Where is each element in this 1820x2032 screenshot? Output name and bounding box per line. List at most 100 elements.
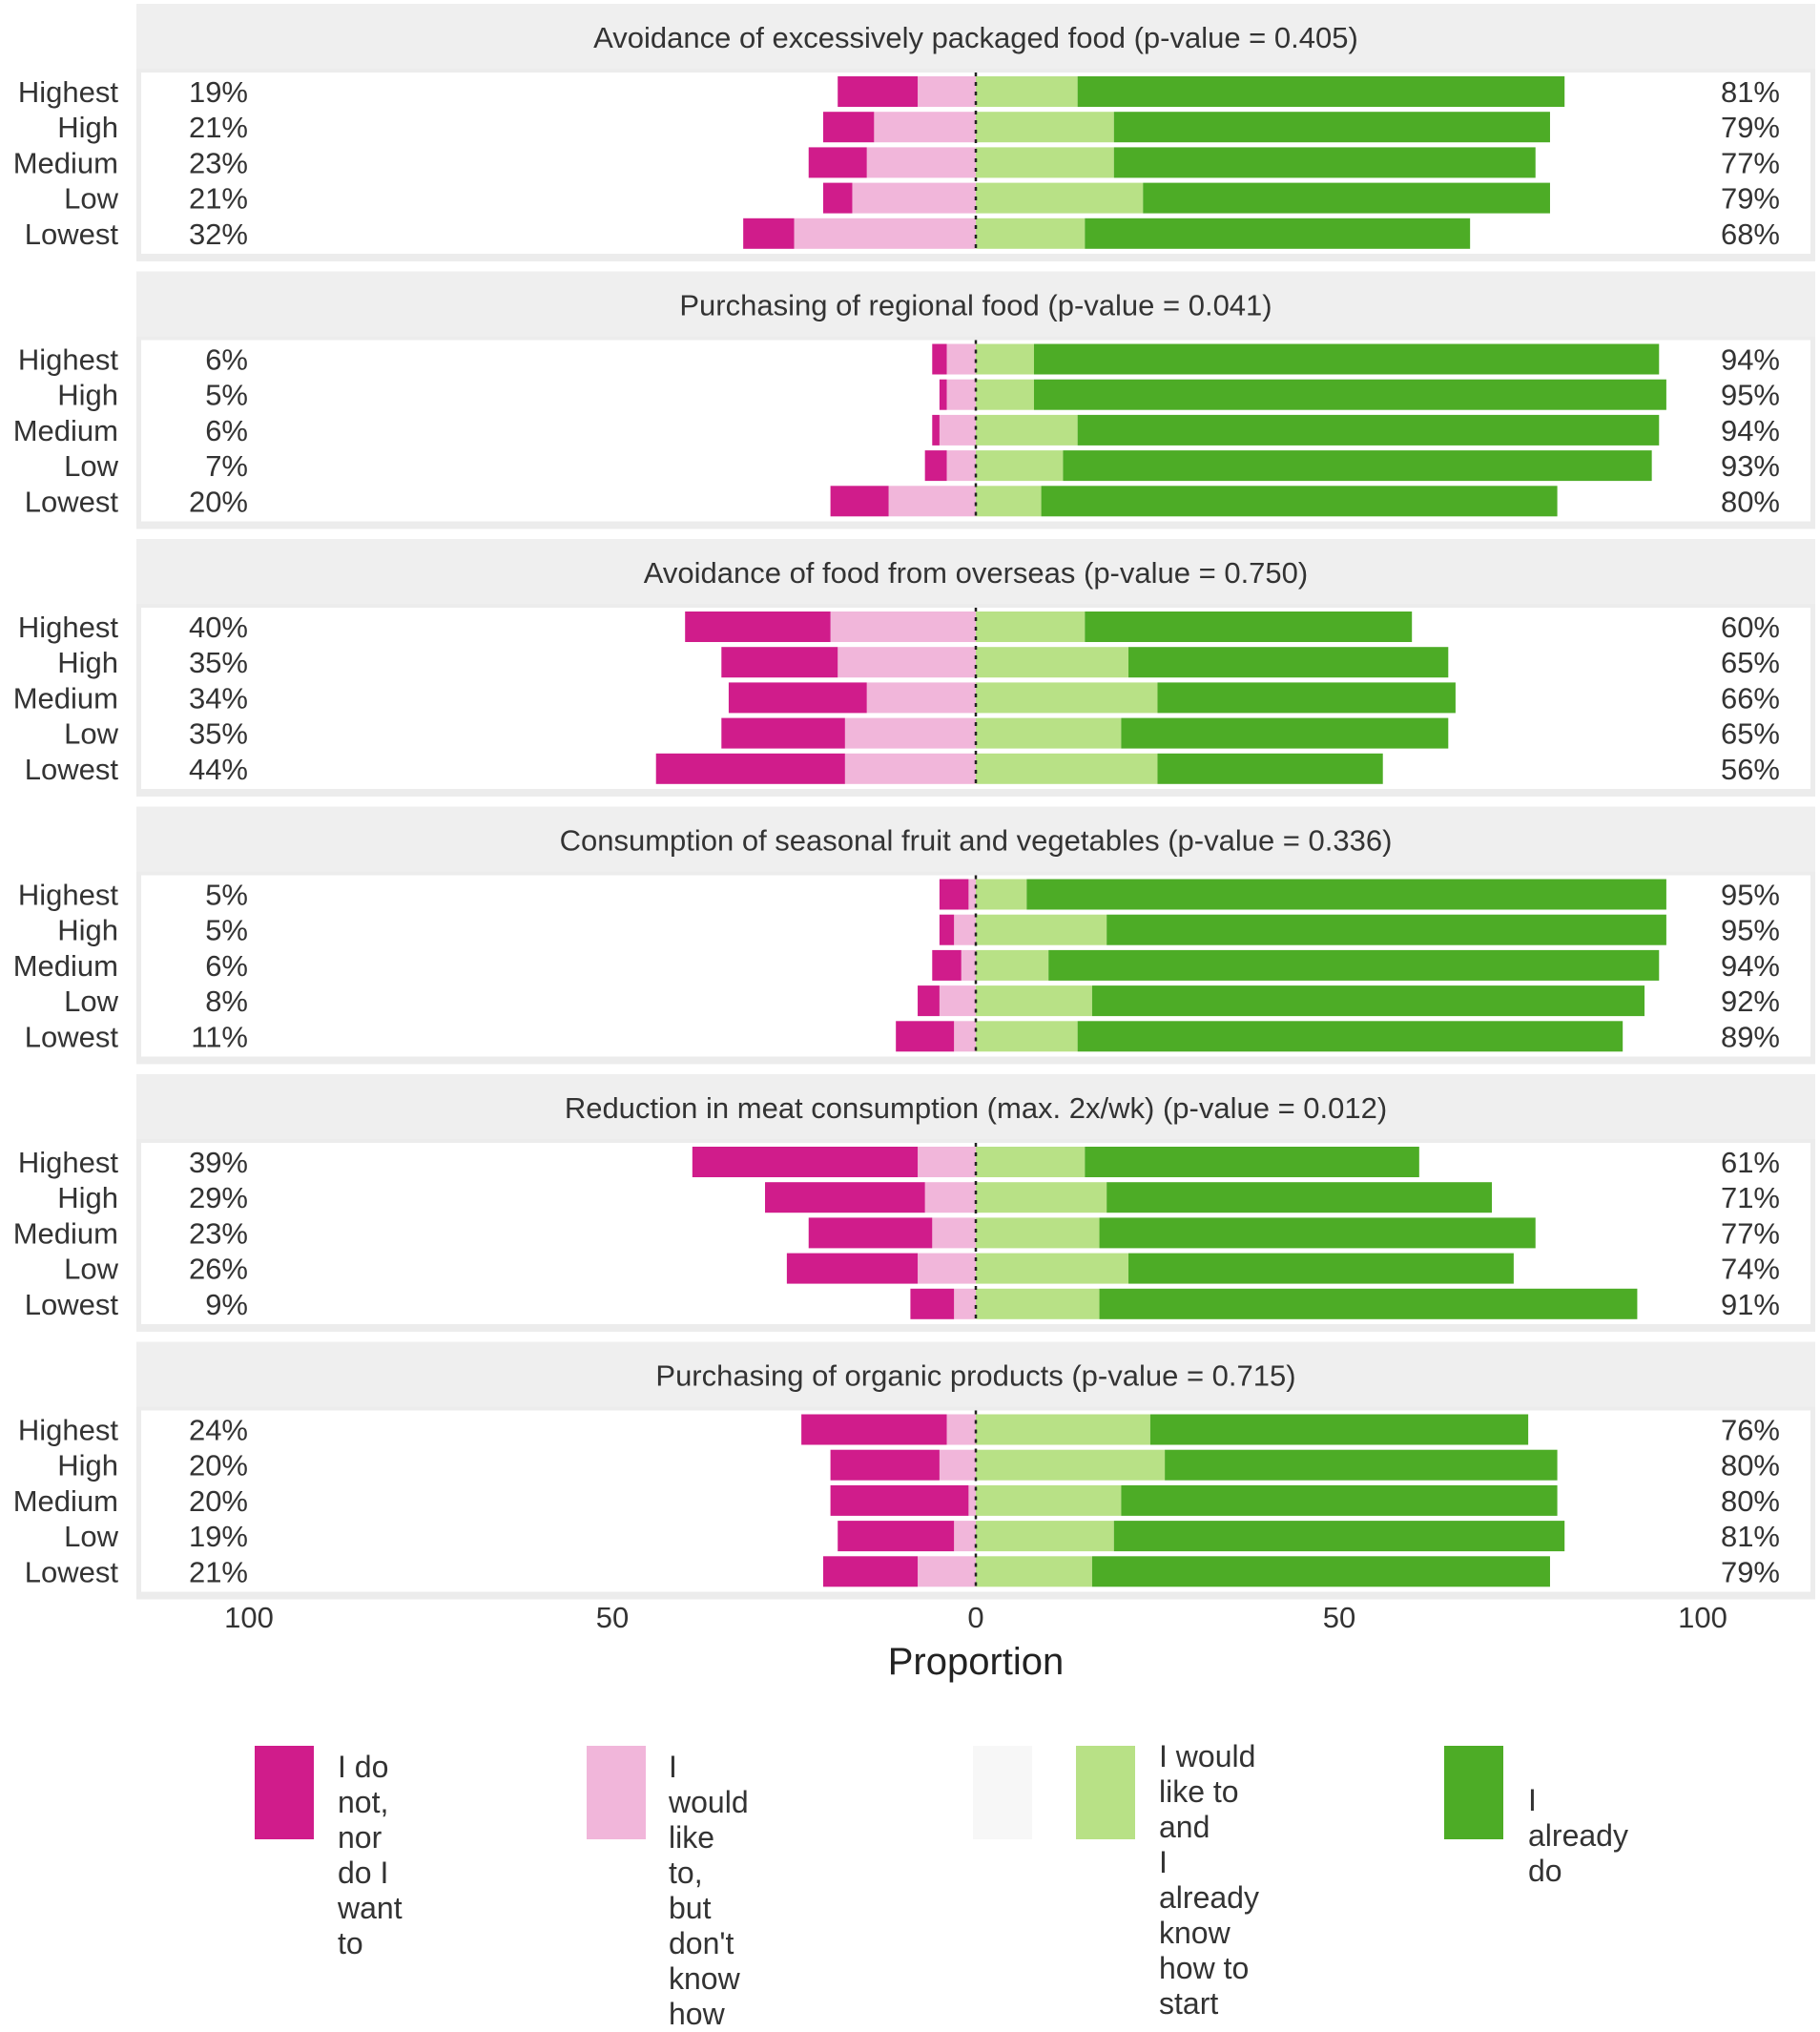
- bar-like-know: [976, 486, 1042, 517]
- bar-like-dont-know: [924, 1182, 976, 1213]
- right-percent-label: 81%: [1721, 75, 1780, 109]
- bar-dont-want: [838, 1521, 955, 1552]
- bar-like-dont-know: [844, 717, 976, 749]
- row-label: Low: [64, 1520, 118, 1553]
- panel-1: Avoidance of excessively packaged food (…: [13, 4, 1815, 261]
- bar-dont-want: [822, 182, 853, 214]
- bar-like-dont-know: [939, 985, 976, 1017]
- bar-like-dont-know: [939, 1449, 976, 1481]
- left-percent-label: 19%: [189, 1520, 248, 1553]
- right-percent-label: 71%: [1721, 1181, 1780, 1214]
- bar-like-know: [976, 1147, 1086, 1177]
- bar-already: [1157, 682, 1456, 714]
- row-label: Lowest: [25, 1555, 119, 1588]
- left-percent-label: 20%: [189, 485, 248, 518]
- row-label: Medium: [13, 1216, 118, 1250]
- bar-dont-want: [786, 1253, 919, 1284]
- row-label: High: [57, 379, 118, 412]
- row-label: Low: [64, 182, 118, 216]
- bar-like-dont-know: [866, 147, 976, 178]
- bar-like-know: [976, 1217, 1100, 1249]
- bar-like-dont-know: [954, 1021, 976, 1052]
- legend-label: I already do: [1528, 1783, 1628, 1888]
- right-percent-label: 66%: [1721, 681, 1780, 715]
- row-label: High: [57, 111, 118, 144]
- panel-title: Purchasing of regional food (p-value = 0…: [679, 289, 1272, 322]
- right-percent-label: 79%: [1721, 111, 1780, 144]
- legend-swatch: [973, 1746, 1032, 1839]
- row-label: Low: [64, 449, 118, 483]
- bar-already: [1077, 1021, 1624, 1052]
- bar-already: [1099, 1288, 1638, 1319]
- x-tick-label: 50: [596, 1601, 629, 1634]
- bar-like-dont-know: [946, 450, 976, 482]
- bar-already: [1165, 1449, 1558, 1481]
- panel-strip: [136, 4, 1815, 69]
- bar-like-know: [976, 1449, 1166, 1481]
- bar-like-know: [976, 1521, 1114, 1552]
- left-percent-label: 35%: [189, 646, 248, 679]
- x-tick-label: 100: [224, 1601, 274, 1634]
- bar-like-dont-know: [838, 647, 976, 678]
- bar-already: [1099, 1217, 1536, 1249]
- bar-already: [1128, 1253, 1514, 1284]
- bar-like-dont-know: [794, 218, 976, 249]
- legend-swatch: [255, 1746, 314, 1839]
- left-percent-label: 24%: [189, 1414, 248, 1447]
- bar-like-know: [976, 76, 1078, 107]
- bar-like-know: [976, 414, 1078, 446]
- right-percent-label: 77%: [1721, 146, 1780, 179]
- left-percent-label: 9%: [205, 1288, 248, 1321]
- x-axis-label: Proportion: [888, 1641, 1065, 1683]
- left-percent-label: 23%: [189, 146, 248, 179]
- bar-already: [1085, 1147, 1419, 1177]
- left-percent-label: 32%: [189, 218, 248, 251]
- bar-dont-want: [830, 1484, 969, 1516]
- left-percent-label: 35%: [189, 717, 248, 751]
- left-percent-label: 21%: [189, 1555, 248, 1588]
- legend-label: I would like to, but don't know how: [669, 1750, 749, 2031]
- left-percent-label: 5%: [205, 914, 248, 947]
- row-label: Medium: [13, 681, 118, 715]
- bar-dont-want: [765, 1182, 925, 1213]
- right-percent-label: 79%: [1721, 1555, 1780, 1588]
- bar-like-dont-know: [968, 1484, 976, 1516]
- right-percent-label: 77%: [1721, 1216, 1780, 1250]
- left-percent-label: 6%: [205, 414, 248, 447]
- row-label: Highest: [18, 75, 118, 109]
- bar-like-dont-know: [954, 1288, 976, 1319]
- panel-title: Avoidance of food from overseas (p-value…: [644, 556, 1308, 590]
- right-percent-label: 89%: [1721, 1020, 1780, 1053]
- left-percent-label: 44%: [189, 753, 248, 786]
- bar-like-dont-know: [918, 76, 976, 107]
- bar-already: [1085, 612, 1413, 642]
- row-label: Low: [64, 1253, 118, 1286]
- bar-dont-want: [932, 414, 940, 446]
- bar-dont-want: [932, 343, 947, 375]
- left-percent-label: 20%: [189, 1484, 248, 1518]
- left-percent-label: 40%: [189, 611, 248, 644]
- bar-already: [1033, 379, 1666, 410]
- left-percent-label: 6%: [205, 949, 248, 983]
- bar-already: [1063, 450, 1652, 482]
- row-label: Highest: [18, 343, 118, 377]
- panel-title: Purchasing of organic products (p-value …: [655, 1359, 1295, 1393]
- left-percent-label: 29%: [189, 1181, 248, 1214]
- bar-dont-want: [939, 879, 969, 910]
- panel-title: Reduction in meat consumption (max. 2x/w…: [565, 1091, 1387, 1125]
- legend-label: I do not, nor do I want to: [338, 1750, 403, 1960]
- bar-like-dont-know: [946, 343, 976, 375]
- panel-strip: [136, 271, 1815, 337]
- x-tick-label: 100: [1678, 1601, 1727, 1634]
- bar-like-dont-know: [918, 1253, 976, 1284]
- bar-dont-want: [721, 717, 845, 749]
- right-percent-label: 79%: [1721, 182, 1780, 216]
- bar-already: [1085, 218, 1471, 249]
- right-percent-label: 60%: [1721, 611, 1780, 644]
- bar-dont-want: [939, 379, 947, 410]
- right-percent-label: 94%: [1721, 949, 1780, 983]
- bar-like-know: [976, 985, 1092, 1017]
- bar-dont-want: [918, 985, 940, 1017]
- bar-like-know: [976, 753, 1158, 784]
- bar-like-know: [976, 949, 1049, 981]
